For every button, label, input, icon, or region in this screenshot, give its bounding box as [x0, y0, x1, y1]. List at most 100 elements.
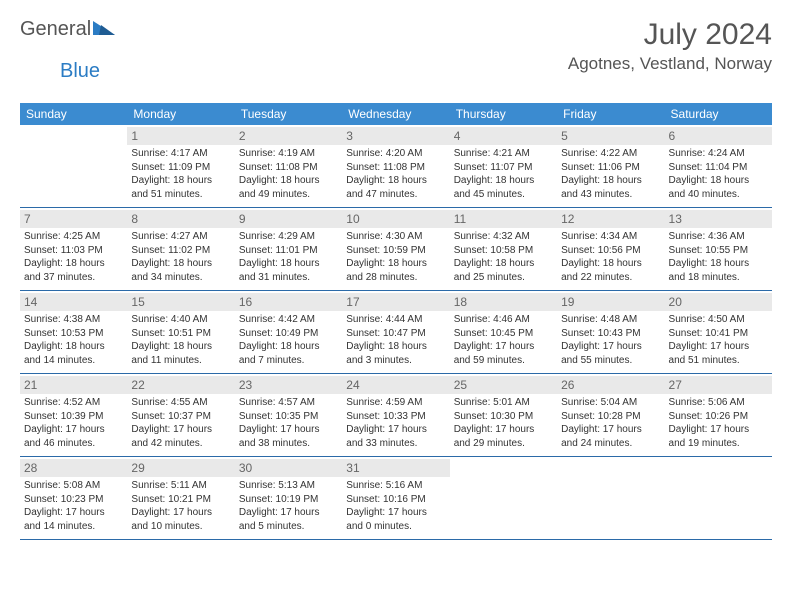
sunset-text: Sunset: 11:01 PM [239, 244, 338, 258]
sunrise-text: Sunrise: 4:57 AM [239, 396, 338, 410]
daylight-text: Daylight: 18 hours and 22 minutes. [561, 257, 660, 284]
week-row: 21Sunrise: 4:52 AMSunset: 10:39 PMDaylig… [20, 374, 772, 457]
daylight-text: Daylight: 17 hours and 29 minutes. [454, 423, 553, 450]
day-cell [665, 457, 772, 539]
sunrise-text: Sunrise: 4:40 AM [131, 313, 230, 327]
day-cell: 1Sunrise: 4:17 AMSunset: 11:09 PMDayligh… [127, 125, 234, 207]
day-cell: 11Sunrise: 4:32 AMSunset: 10:58 PMDaylig… [450, 208, 557, 290]
weeks-container: 1 Sunrise: 4:17 AMSunset: 11:09 PM Dayligh… [20, 125, 772, 540]
sunrise-text: Sunrise: 5:06 AM [669, 396, 768, 410]
dow-thursday: Thursday [450, 103, 557, 125]
day-cell: 22Sunrise: 4:55 AMSunset: 10:37 PMDaylig… [127, 374, 234, 456]
day-cell: 3Sunrise: 4:20 AMSunset: 11:08 PMDayligh… [342, 125, 449, 207]
daylight-text: Daylight: 18 hours and 14 minutes. [24, 340, 123, 367]
daylight-text: Daylight: 17 hours and 0 minutes. [346, 506, 445, 533]
day-number: 13 [665, 210, 772, 228]
daylight-text: Daylight: 17 hours and 14 minutes. [24, 506, 123, 533]
sunrise-text: Sunrise: 4:27 AM [131, 230, 230, 244]
sunset-text: Sunset: 10:56 PM [561, 244, 660, 258]
day-number: 18 [450, 293, 557, 311]
day-info: Sunrise: 4:20 AMSunset: 11:08 PMDaylight… [346, 147, 445, 201]
sunrise-text: Sunrise: 4:48 AM [561, 313, 660, 327]
sunset-text: Sunset: 10:35 PM [239, 410, 338, 424]
sunset-text: Sunset: 10:19 PM [239, 493, 338, 507]
sunset-text: Sunset: 10:26 PM [669, 410, 768, 424]
day-info: Sunrise: 4:32 AMSunset: 10:58 PMDaylight… [454, 230, 553, 284]
sunset-text: Sunset: 11:03 PM [24, 244, 123, 258]
sunrise-text: Sunrise: 4:42 AM [239, 313, 338, 327]
sunrise-text: Sunrise: 4:22 AM [561, 147, 660, 161]
sunrise-text: Sunrise: 4:25 AM [24, 230, 123, 244]
day-cell: 27Sunrise: 5:06 AMSunset: 10:26 PMDaylig… [665, 374, 772, 456]
sunset-text: Sunset: 11:08 PM [239, 161, 338, 175]
triangle-icon [93, 19, 115, 40]
day-cell: 26Sunrise: 5:04 AMSunset: 10:28 PMDaylig… [557, 374, 664, 456]
day-number: 26 [557, 376, 664, 394]
day-number: 20 [665, 293, 772, 311]
day-cell: 21Sunrise: 4:52 AMSunset: 10:39 PMDaylig… [20, 374, 127, 456]
day-info: Sunrise: 4:42 AMSunset: 10:49 PMDaylight… [239, 313, 338, 367]
day-info: Sunrise: 4:22 AMSunset: 11:06 PMDaylight… [561, 147, 660, 201]
daylight-text: Daylight: 18 hours and 28 minutes. [346, 257, 445, 284]
day-cell: 25Sunrise: 5:01 AMSunset: 10:30 PMDaylig… [450, 374, 557, 456]
day-cell: 6 Sunrise: 4:24 AMSunset: 11:04 PMDayligh… [665, 125, 772, 207]
sunrise-text: Sunrise: 5:11 AM [131, 479, 230, 493]
day-info: Sunrise: 4:21 AMSunset: 11:07 PMDaylight… [454, 147, 553, 201]
day-number: 1 [127, 127, 234, 145]
daylight-text: Daylight: 17 hours and 38 minutes. [239, 423, 338, 450]
day-cell: 31Sunrise: 5:16 AMSunset: 10:16 PMDaylig… [342, 457, 449, 539]
day-cell: 13 Sunrise: 4:36 AMSunset: 10:55 PMDaylig… [665, 208, 772, 290]
sunset-text: Sunset: 11:09 PM [131, 161, 230, 175]
daylight-text: Daylight: 17 hours and 10 minutes. [131, 506, 230, 533]
sunset-text: Sunset: 10:21 PM [131, 493, 230, 507]
daylight-text: Daylight: 18 hours and 11 minutes. [131, 340, 230, 367]
daylight-text: Daylight: 17 hours and 46 minutes. [24, 423, 123, 450]
sunset-text: Sunset: 10:47 PM [346, 327, 445, 341]
sunrise-text: Sunrise: 4:52 AM [24, 396, 123, 410]
daylight-text: Daylight: 18 hours and 31 minutes. [239, 257, 338, 284]
sunset-text: Sunset: 10:58 PM [454, 244, 553, 258]
day-cell: 10Sunrise: 4:30 AMSunset: 10:59 PMDaylig… [342, 208, 449, 290]
sunset-text: Sunset: 11:06 PM [561, 161, 660, 175]
dow-friday: Friday [557, 103, 664, 125]
sunrise-text: Sunrise: 4:34 AM [561, 230, 660, 244]
logo: General [20, 18, 117, 41]
daylight-text: Daylight: 17 hours and 24 minutes. [561, 423, 660, 450]
day-cell [450, 457, 557, 539]
daylight-text: Daylight: 17 hours and 5 minutes. [239, 506, 338, 533]
day-info: Sunrise: 5:13 AMSunset: 10:19 PMDaylight… [239, 479, 338, 533]
day-cell: 30Sunrise: 5:13 AMSunset: 10:19 PMDaylig… [235, 457, 342, 539]
sunset-text: Sunset: 10:43 PM [561, 327, 660, 341]
daylight-text: Daylight: 18 hours and 3 minutes. [346, 340, 445, 367]
daylight-text: Daylight: 18 hours and 25 minutes. [454, 257, 553, 284]
day-number: 16 [235, 293, 342, 311]
day-cell: 4Sunrise: 4:21 AMSunset: 11:07 PMDayligh… [450, 125, 557, 207]
day-cell: 5Sunrise: 4:22 AMSunset: 11:06 PMDayligh… [557, 125, 664, 207]
day-number: 28 [20, 459, 127, 477]
dow-sunday: Sunday [20, 103, 127, 125]
day-info: Sunrise: 4:24 AMSunset: 11:04 PMDaylight… [669, 147, 768, 201]
sunrise-text: Sunrise: 4:20 AM [346, 147, 445, 161]
day-info: Sunrise: 4:25 AMSunset: 11:03 PMDaylight… [24, 230, 123, 284]
day-number: 6 [665, 127, 772, 145]
day-cell: 9Sunrise: 4:29 AMSunset: 11:01 PMDayligh… [235, 208, 342, 290]
day-number: 27 [665, 376, 772, 394]
sunrise-text: Sunrise: 4:32 AM [454, 230, 553, 244]
sunrise-text: Sunrise: 4:55 AM [131, 396, 230, 410]
sunrise-text: Sunrise: 4:50 AM [669, 313, 768, 327]
day-cell: 24Sunrise: 4:59 AMSunset: 10:33 PMDaylig… [342, 374, 449, 456]
day-cell: 8Sunrise: 4:27 AMSunset: 11:02 PMDayligh… [127, 208, 234, 290]
day-info: Sunrise: 4:50 AMSunset: 10:41 PMDaylight… [669, 313, 768, 367]
day-number: 14 [20, 293, 127, 311]
day-cell: 17Sunrise: 4:44 AMSunset: 10:47 PMDaylig… [342, 291, 449, 373]
sunrise-text: Sunrise: 4:38 AM [24, 313, 123, 327]
day-cell: 14Sunrise: 4:38 AMSunset: 10:53 PMDaylig… [20, 291, 127, 373]
daylight-text: Daylight: 18 hours and 45 minutes. [454, 174, 553, 201]
sunrise-text: Sunrise: 4:17 AM [131, 147, 230, 161]
day-info: Sunrise: 4:36 AMSunset: 10:55 PMDaylight… [669, 230, 768, 284]
sunset-text: Sunset: 10:59 PM [346, 244, 445, 258]
sunset-text: Sunset: 10:33 PM [346, 410, 445, 424]
week-row: 1 Sunrise: 4:17 AMSunset: 11:09 PM Dayligh… [20, 125, 772, 208]
day-info: Sunrise: 5:16 AMSunset: 10:16 PMDaylight… [346, 479, 445, 533]
day-number: 24 [342, 376, 449, 394]
